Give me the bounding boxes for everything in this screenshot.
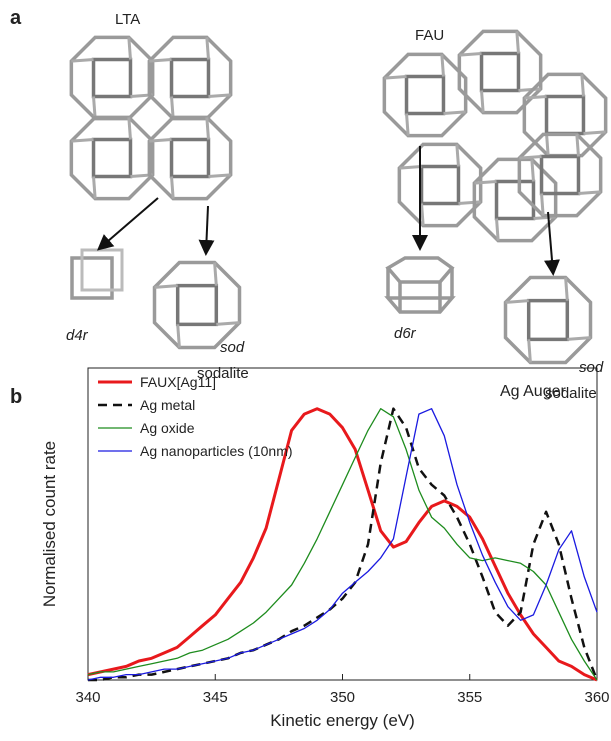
cage-edge — [582, 74, 584, 96]
cage-edge — [208, 175, 230, 177]
cage-face — [547, 97, 584, 134]
legend-label: Ag oxide — [140, 420, 195, 436]
cage — [71, 37, 152, 118]
y-axis-label: Normalised count rate — [40, 441, 59, 607]
cage — [149, 117, 230, 198]
cage-edge — [457, 144, 459, 166]
cage-edge — [172, 176, 174, 198]
cage-edge — [208, 95, 230, 97]
cage-edge — [422, 203, 424, 225]
cage-edge — [566, 278, 568, 301]
x-tick-label: 345 — [203, 689, 228, 706]
cage-face — [407, 77, 444, 114]
cage-face — [172, 140, 209, 177]
cage-edge — [524, 97, 546, 99]
cage-edge — [207, 117, 209, 139]
cage-edge — [129, 37, 131, 59]
cage-face — [94, 140, 131, 177]
x-tick-label: 340 — [75, 689, 100, 706]
cage-edge — [207, 37, 209, 59]
cage-edge — [172, 96, 174, 118]
cage-edge — [94, 176, 96, 198]
cage-edge — [149, 60, 171, 62]
cage-edge — [384, 77, 406, 79]
cage-edge — [216, 323, 239, 325]
cage-edge — [482, 90, 484, 112]
cage-face — [482, 54, 519, 91]
cage-edge — [529, 339, 531, 362]
figure: a LTA FAU d4r sod sodalite d6r sod sodal… — [0, 0, 611, 736]
cage-edge — [407, 113, 409, 135]
label: d6r — [394, 325, 417, 342]
label: FAU — [415, 27, 444, 44]
x-tick-label: 350 — [330, 689, 355, 706]
arrow — [100, 198, 158, 248]
chart: 340 345 350 355 360 Kinetic energy (eV) Normal… — [40, 368, 610, 730]
label: sod — [220, 339, 245, 356]
cage-edge — [458, 202, 480, 204]
panel-label: a — [10, 7, 22, 29]
cage-face — [178, 286, 217, 325]
cage — [506, 278, 591, 363]
cage — [399, 144, 480, 225]
cage-face — [172, 60, 209, 97]
cage — [524, 74, 605, 155]
cage-edge — [517, 31, 519, 53]
cage-edge — [506, 301, 529, 303]
cage-edge — [71, 140, 93, 142]
cage-edge — [443, 112, 465, 114]
cage-face — [529, 301, 568, 340]
cage — [149, 37, 230, 118]
label: d4r — [66, 327, 89, 344]
legend-label: Ag nanoparticles (10nm) — [140, 443, 293, 459]
cage-edge — [215, 263, 217, 286]
cage-edge — [459, 54, 481, 56]
legend-label: Ag metal — [140, 397, 195, 413]
label: LTA — [115, 11, 140, 28]
cage-edge — [577, 134, 579, 156]
d6r — [388, 258, 452, 282]
cage-edge — [71, 60, 93, 62]
cage-edge — [583, 132, 605, 134]
cage-edge — [129, 117, 131, 139]
x-tick-label: 360 — [584, 689, 609, 706]
panel-label: b — [10, 386, 22, 408]
cage-edge — [542, 193, 544, 215]
structures — [71, 31, 605, 362]
cage-edge — [399, 167, 421, 169]
cage-edge — [155, 286, 178, 288]
annotation: Ag Auger — [500, 383, 567, 400]
x-axis-label: Kinetic energy (eV) — [270, 711, 415, 730]
d6r — [388, 298, 452, 312]
cage-face — [422, 167, 459, 204]
cage-edge — [532, 159, 534, 181]
cage-edge — [442, 54, 444, 76]
cage-edge — [519, 157, 541, 159]
cage-edge — [149, 140, 171, 142]
cage-edge — [497, 218, 499, 240]
cage — [459, 31, 540, 112]
arrow — [206, 206, 208, 252]
cage — [384, 54, 465, 135]
legend-label: FAUX[Ag11] — [140, 374, 216, 390]
x-tick-label: 355 — [457, 689, 482, 706]
d4r — [72, 258, 112, 298]
cage-edge — [94, 96, 96, 118]
cage-edge — [578, 192, 600, 194]
cage — [155, 263, 240, 348]
cage-edge — [474, 182, 496, 184]
cage-edge — [518, 89, 540, 91]
cage-face — [94, 60, 131, 97]
cage-edge — [178, 324, 180, 347]
cage-edge — [567, 338, 590, 340]
cage-edge — [547, 133, 549, 155]
d4r — [82, 250, 122, 290]
cage — [71, 117, 152, 198]
plot-frame — [88, 368, 597, 680]
